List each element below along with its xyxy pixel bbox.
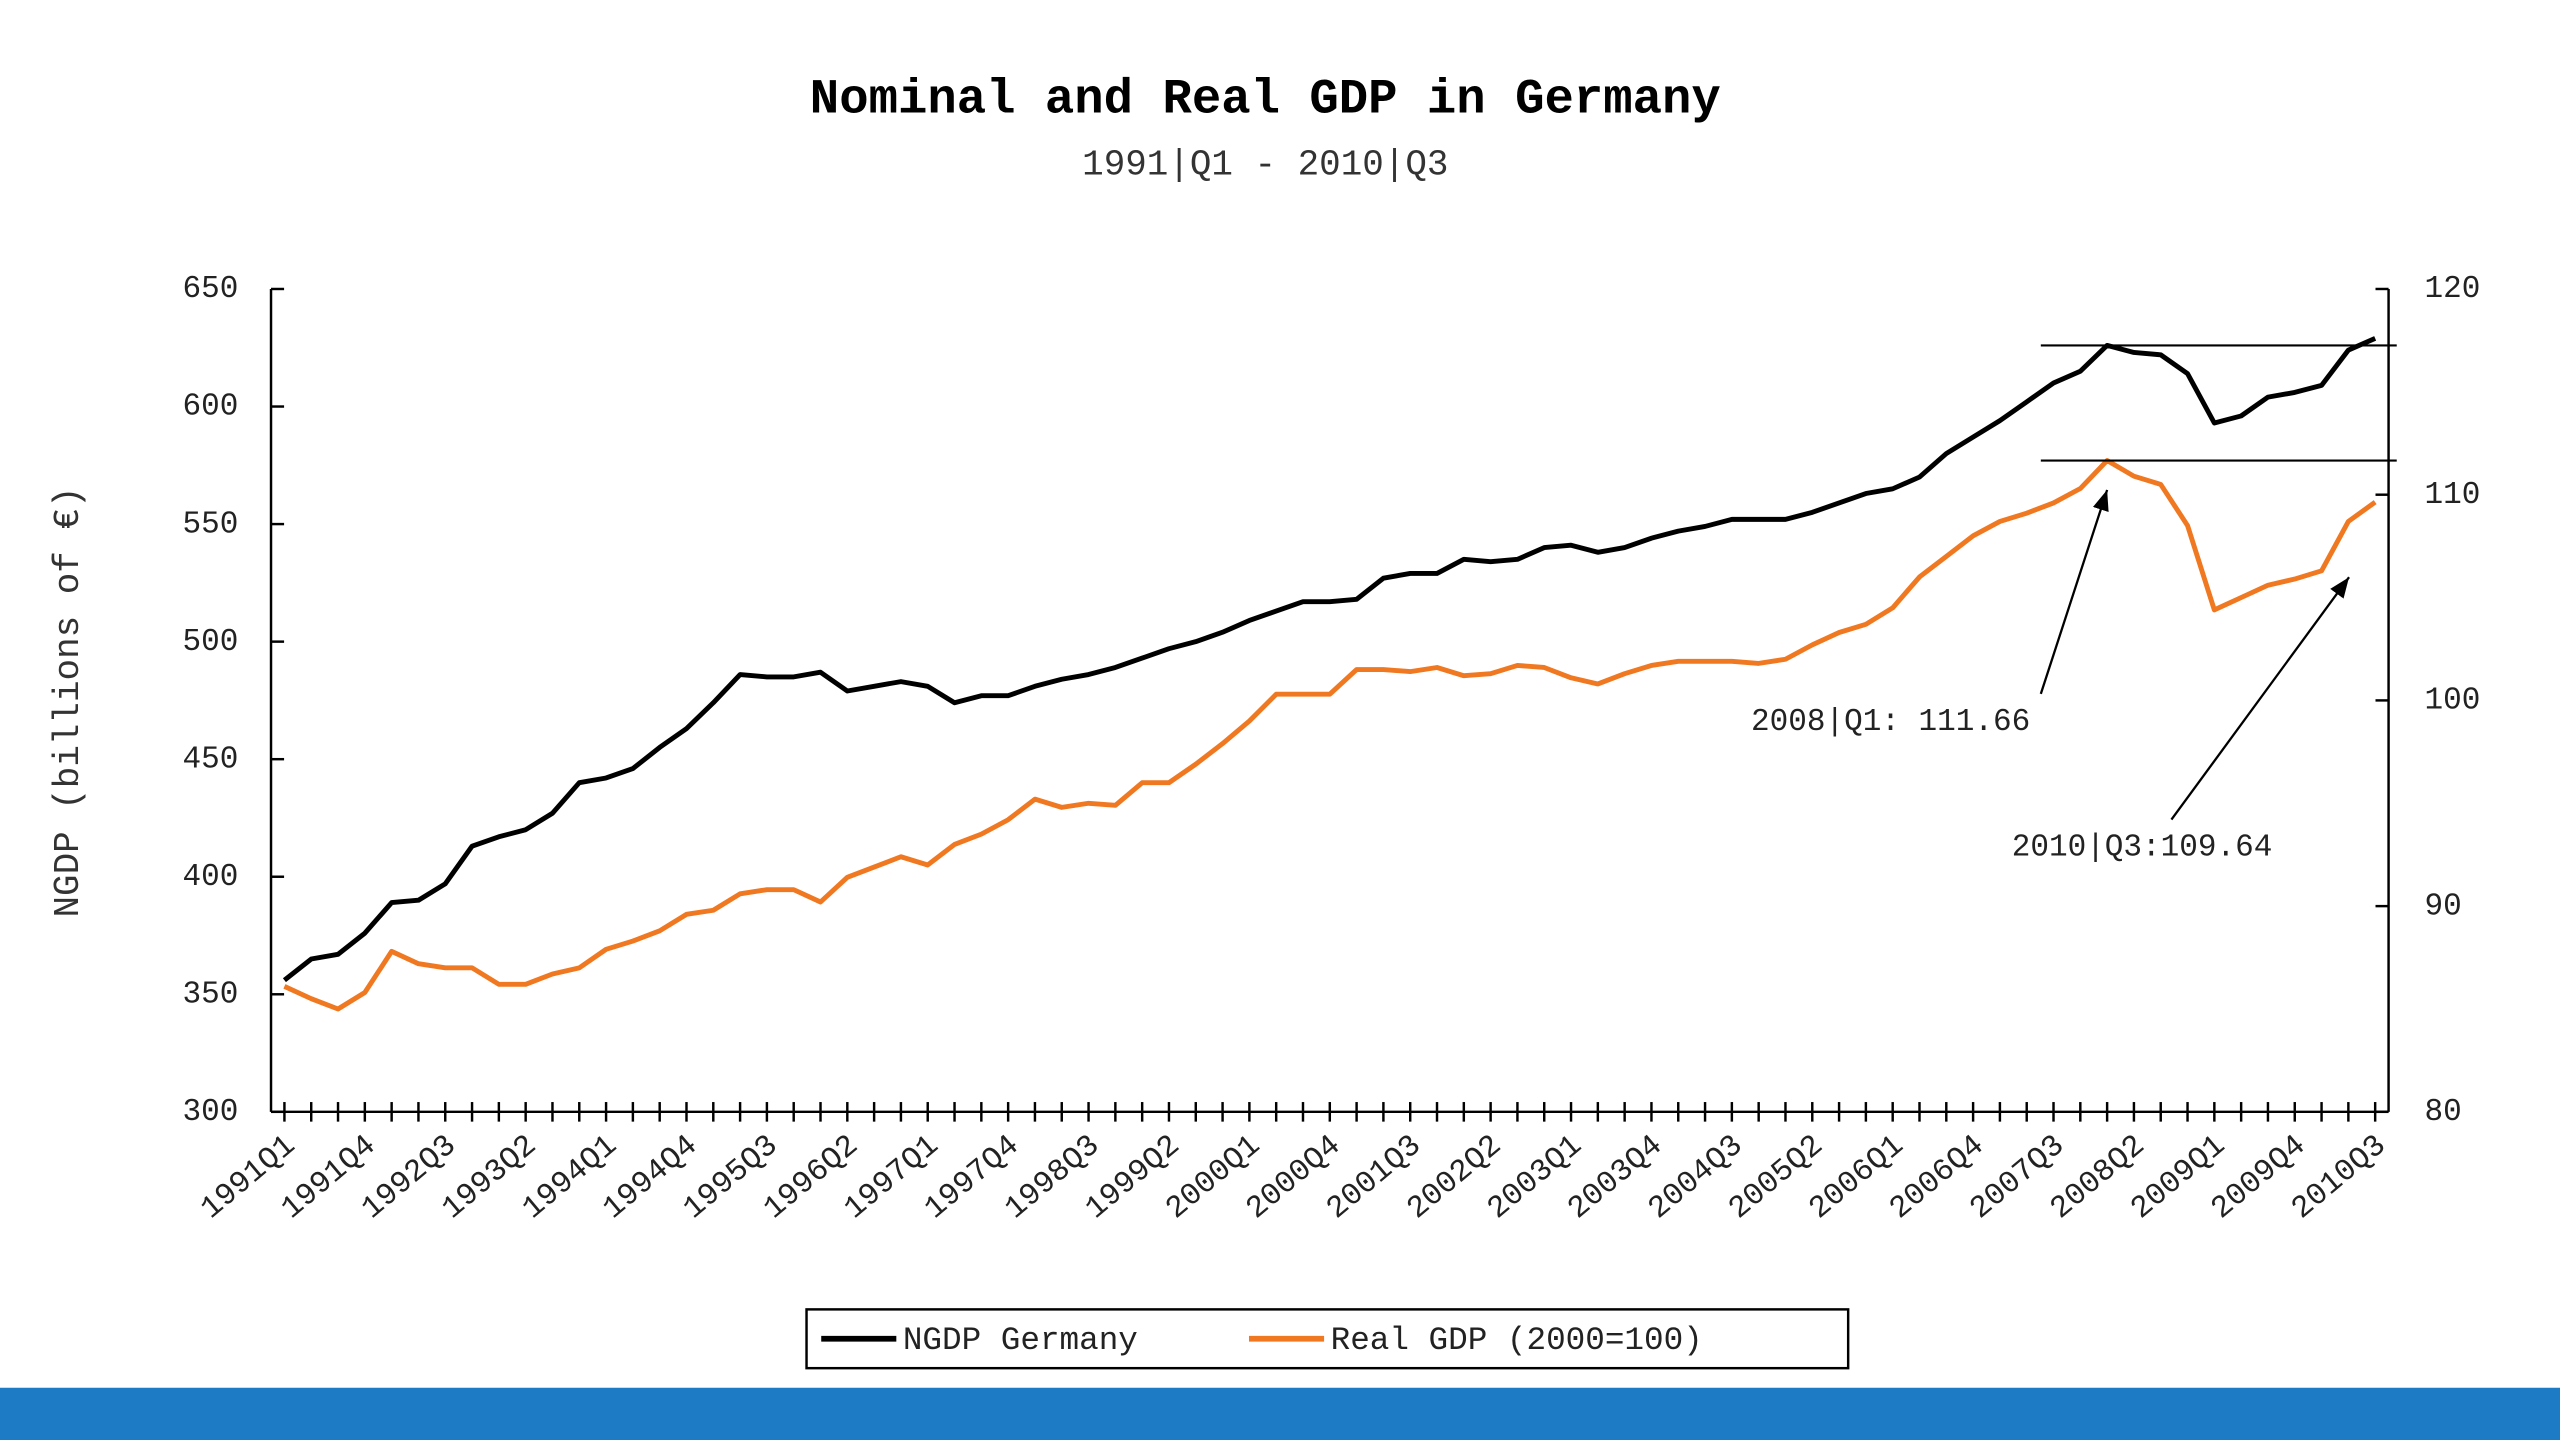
- chart-title: Nominal and Real GDP in Germany: [810, 72, 1721, 128]
- y-tick-label: 600: [183, 390, 239, 425]
- chart-subtitle: 1991|Q1 - 2010|Q3: [1082, 144, 1448, 185]
- y-tick-label: 300: [183, 1095, 239, 1130]
- annotation: 2010|Q3:109.64: [2012, 831, 2273, 866]
- y-tick-label: 400: [183, 860, 239, 895]
- y-tick-label: 550: [183, 507, 239, 542]
- annotation: 2008|Q1: 111.66: [1751, 705, 2030, 740]
- legend-label: Real GDP (2000=100): [1331, 1322, 1703, 1359]
- annotation-arrow: [2039, 489, 2109, 695]
- y-axis-label: NGDP (billions of €): [48, 487, 89, 918]
- y2-tick-label: 100: [2424, 684, 2480, 719]
- y2-tick-label: 80: [2424, 1095, 2461, 1130]
- y-tick-label: 500: [183, 625, 239, 660]
- legend-label: NGDP Germany: [903, 1322, 1138, 1359]
- annotation-arrow: [2170, 576, 2350, 821]
- y-tick-label: 350: [183, 977, 239, 1012]
- series-line: [283, 458, 2377, 1012]
- series-line: [282, 336, 2377, 983]
- y2-tick-label: 90: [2424, 889, 2461, 924]
- footer-bar: [0, 1387, 2560, 1440]
- y-tick-label: 450: [183, 742, 239, 777]
- y-tick-label: 650: [183, 272, 239, 307]
- y2-tick-label: 110: [2424, 478, 2480, 513]
- legend-box: [805, 1308, 1850, 1370]
- y2-tick-label: 120: [2424, 272, 2480, 307]
